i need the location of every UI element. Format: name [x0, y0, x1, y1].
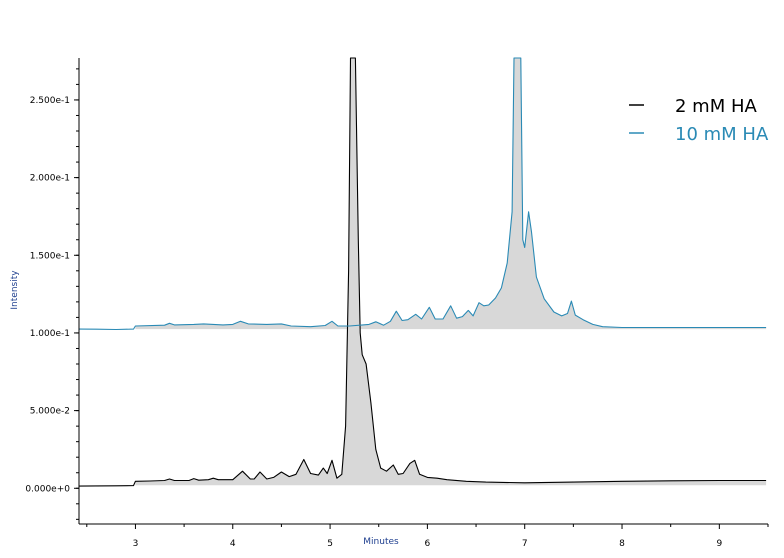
peak-fill-areas — [135, 58, 767, 486]
series-fill-1 — [135, 58, 767, 330]
legend: 2 mM HA 10 mM HA — [629, 96, 769, 145]
x-tick-label: 3 — [133, 539, 139, 549]
legend-label: 2 mM HA — [675, 96, 757, 117]
y-tick-label: 1.500e-1 — [30, 251, 70, 261]
y-tick-label: 0.000e+0 — [25, 484, 70, 494]
legend-label: 10 mM HA — [675, 124, 769, 145]
x-tick-label: 5 — [327, 539, 333, 549]
series-line-1 — [78, 57, 767, 331]
x-axis-title: Minutes — [363, 537, 399, 547]
x-ticks: 3 4 5 6 7 8 9 — [86, 524, 769, 549]
x-tick-label: 4 — [230, 539, 236, 549]
y-ticks: 0.000e+0 5.000e-2 1.000e-1 1.500e-1 2.000e-1… — [25, 68, 79, 520]
series-line-0 — [78, 57, 767, 487]
axes — [78, 58, 768, 525]
x-tick-label: 8 — [619, 539, 625, 549]
y-tick-label: 2.000e-1 — [30, 174, 70, 184]
y-axis-title: Intensity — [10, 270, 20, 310]
y-tick-label: 5.000e-2 — [30, 407, 70, 417]
x-tick-label: 7 — [522, 539, 528, 549]
x-tick-label: 6 — [425, 539, 431, 549]
y-tick-label: 2.500e-1 — [30, 96, 70, 106]
y-tick-label: 1.000e-1 — [30, 329, 70, 339]
series-fill-0 — [135, 58, 767, 486]
x-tick-label: 9 — [716, 539, 722, 549]
series-lines — [78, 57, 767, 487]
